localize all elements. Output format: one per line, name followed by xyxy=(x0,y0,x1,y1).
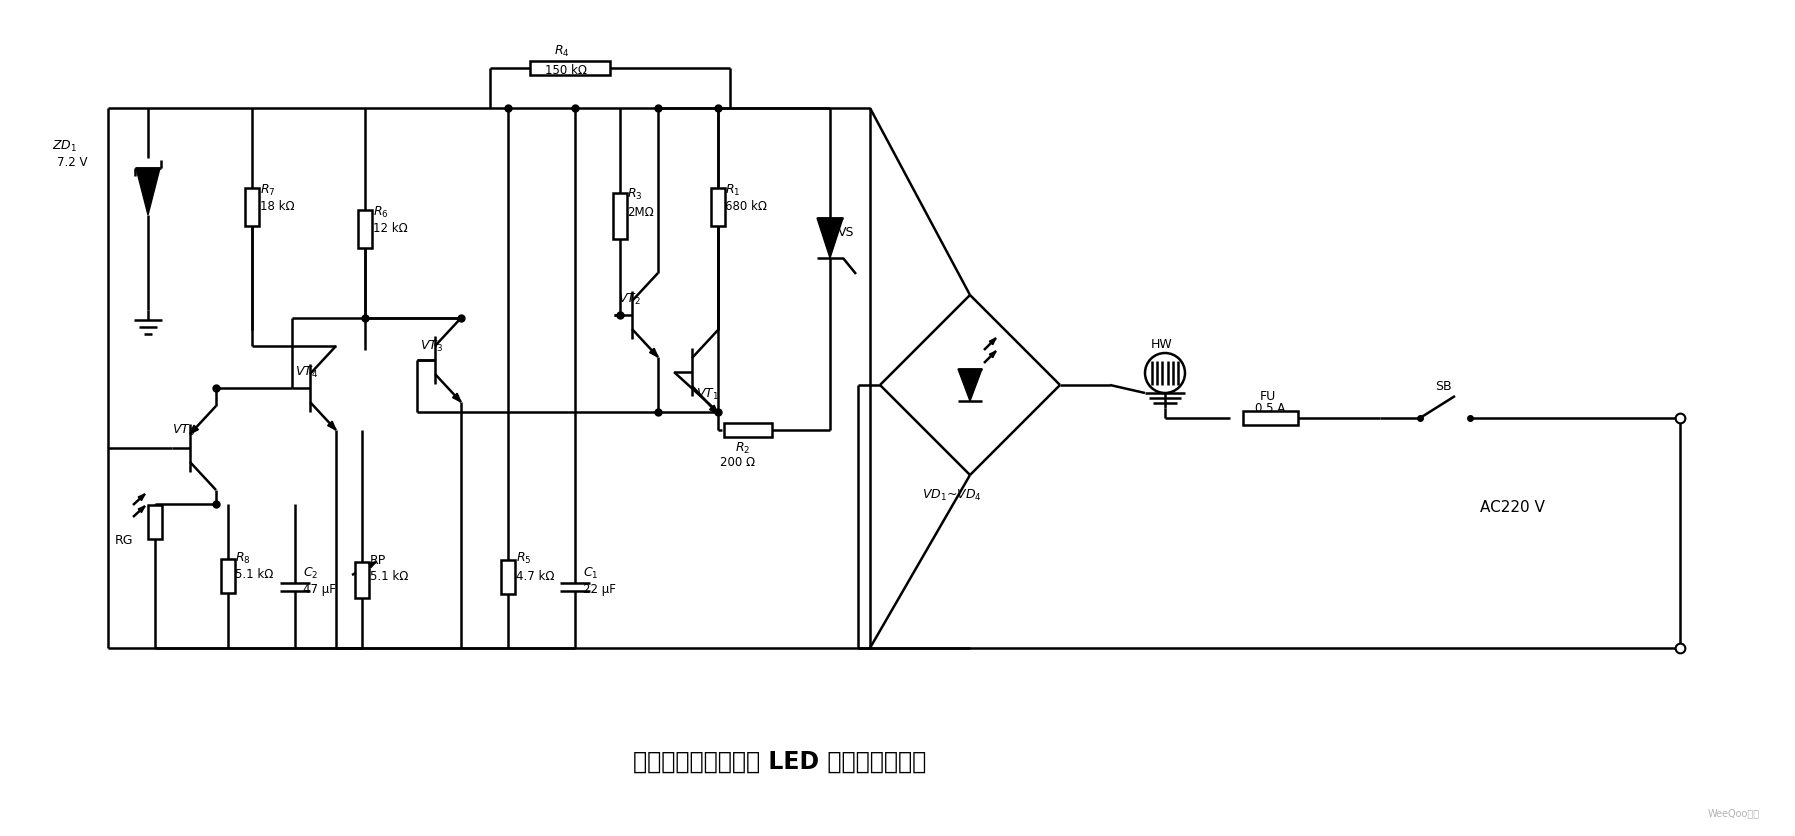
Bar xyxy=(147,505,162,539)
Bar xyxy=(357,210,372,248)
Text: $C_1$: $C_1$ xyxy=(583,565,598,580)
Polygon shape xyxy=(989,338,996,344)
Text: $R_7$: $R_7$ xyxy=(260,182,276,197)
Polygon shape xyxy=(452,393,461,402)
Text: FU: FU xyxy=(1260,390,1276,402)
Polygon shape xyxy=(817,218,844,258)
Bar xyxy=(711,188,725,226)
Text: RP: RP xyxy=(370,554,386,568)
Bar xyxy=(614,193,626,239)
Text: 5.1 kΩ: 5.1 kΩ xyxy=(370,570,409,584)
Bar xyxy=(501,560,515,594)
Bar xyxy=(723,423,772,437)
Bar xyxy=(355,562,370,598)
Text: $VT_4$: $VT_4$ xyxy=(294,364,318,380)
Text: 4.7 kΩ: 4.7 kΩ xyxy=(515,569,555,583)
Text: $R_8$: $R_8$ xyxy=(235,550,251,565)
Text: $VT_1$: $VT_1$ xyxy=(696,386,720,401)
Text: $C_2$: $C_2$ xyxy=(303,565,318,580)
Text: VS: VS xyxy=(838,227,854,239)
Polygon shape xyxy=(190,426,199,434)
Text: HW: HW xyxy=(1151,339,1172,351)
Text: $R_6$: $R_6$ xyxy=(373,205,390,220)
Text: 5.1 kΩ: 5.1 kΩ xyxy=(235,568,273,580)
Text: $VT_5$: $VT_5$ xyxy=(172,422,196,437)
Polygon shape xyxy=(989,351,996,358)
Text: 150 kΩ: 150 kΩ xyxy=(546,64,587,77)
Bar xyxy=(221,559,235,593)
Text: $R_4$: $R_4$ xyxy=(555,43,569,59)
Polygon shape xyxy=(368,562,375,568)
Text: 高节电率的光控白光 LED 照明灯电路原理: 高节电率的光控白光 LED 照明灯电路原理 xyxy=(634,750,926,774)
Text: $R_1$: $R_1$ xyxy=(725,182,740,197)
Bar xyxy=(244,188,258,226)
Text: $R_5$: $R_5$ xyxy=(515,550,531,565)
Text: 7.2 V: 7.2 V xyxy=(57,156,88,170)
Text: 12 kΩ: 12 kΩ xyxy=(373,222,407,236)
Text: 18 kΩ: 18 kΩ xyxy=(260,201,294,213)
Text: WeeQoo推库: WeeQoo推库 xyxy=(1707,808,1761,818)
Polygon shape xyxy=(650,349,659,357)
Text: 200 Ω: 200 Ω xyxy=(720,456,756,468)
Text: $R_3$: $R_3$ xyxy=(626,186,643,201)
Polygon shape xyxy=(138,506,145,512)
Polygon shape xyxy=(138,494,145,501)
Polygon shape xyxy=(959,369,982,401)
Polygon shape xyxy=(136,168,160,215)
Text: 22 μF: 22 μF xyxy=(583,583,616,595)
Text: $VD_1$~$VD_4$: $VD_1$~$VD_4$ xyxy=(923,487,982,502)
Text: AC220 V: AC220 V xyxy=(1481,501,1545,516)
Text: 2MΩ: 2MΩ xyxy=(626,206,653,220)
Text: 47 μF: 47 μF xyxy=(303,583,336,595)
Bar xyxy=(1242,411,1298,425)
Text: SB: SB xyxy=(1434,380,1452,392)
Text: $VT_3$: $VT_3$ xyxy=(420,339,443,354)
Polygon shape xyxy=(709,405,718,414)
Text: 0.5 A: 0.5 A xyxy=(1255,401,1285,415)
Text: $VT_2$: $VT_2$ xyxy=(617,292,641,307)
Bar xyxy=(530,61,610,75)
Text: $R_2$: $R_2$ xyxy=(734,441,750,456)
Text: $ZD_1$: $ZD_1$ xyxy=(52,139,77,154)
Polygon shape xyxy=(327,421,336,430)
Text: 680 kΩ: 680 kΩ xyxy=(725,201,766,213)
Text: RG: RG xyxy=(115,533,133,547)
